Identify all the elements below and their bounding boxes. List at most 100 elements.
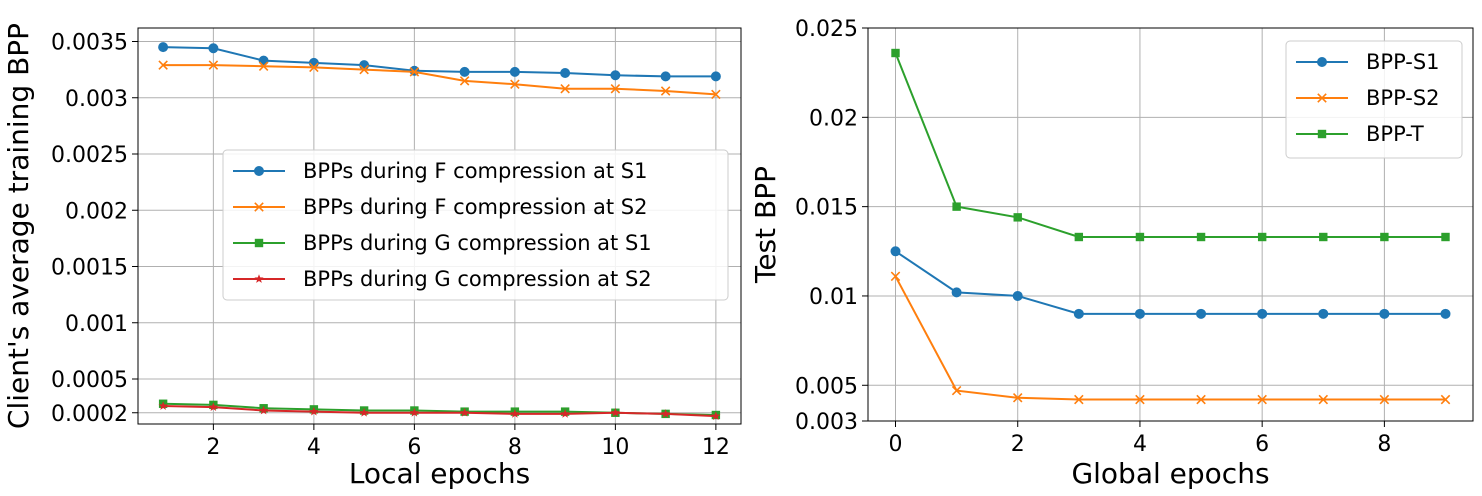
data-point [1441, 232, 1450, 242]
data-point [1013, 213, 1022, 222]
data-point [560, 68, 571, 78]
data-point [610, 70, 621, 81]
x-tick-label: 8 [1377, 432, 1391, 457]
series-line [163, 46, 716, 78]
data-point [1196, 308, 1207, 319]
data-point [1073, 308, 1084, 319]
series-line [163, 405, 716, 418]
x-tick-label: 8 [508, 435, 522, 460]
legend-label: BPP-T [1366, 122, 1424, 146]
x-tick-label: 10 [601, 435, 629, 460]
x-tick-label: 6 [1255, 432, 1269, 457]
data-point [1134, 308, 1145, 319]
y-tick-label: 0.0035 [51, 31, 128, 56]
data-point [1380, 232, 1389, 242]
data-point [459, 76, 470, 86]
y-tick-label: 0.025 [795, 17, 858, 42]
data-point [1196, 394, 1206, 405]
legend-swatch-marker [254, 202, 264, 212]
data-point [459, 66, 470, 77]
data-point [610, 83, 621, 94]
legend-box [1285, 40, 1463, 159]
data-point [359, 60, 370, 71]
data-point [510, 79, 520, 90]
data-point [208, 402, 218, 412]
left-chart: 2 4 6 8 10 12 0.0002 0.0005 0.001 0.0015 0.002 0.00… [2, 23, 742, 490]
legend-label: BPPs during G compression at S2 [303, 267, 652, 291]
data-point [208, 60, 219, 70]
y-axis-label: Client's average training BPP [2, 23, 35, 429]
data-point [560, 83, 570, 94]
legend: BPPs during F compression at S1 BPPs duri… [222, 149, 729, 301]
x-tick-label: 2 [206, 435, 220, 460]
legend: BPP-S1 BPP-S2 BPP-T [1285, 40, 1463, 159]
data-point [610, 407, 620, 417]
y-tick-label: 0.0015 [51, 256, 128, 281]
data-point [890, 246, 901, 257]
y-tick-label: 0.003 [65, 87, 128, 112]
data-point [1379, 308, 1390, 319]
y-tick-label: 0.02 [809, 106, 858, 131]
x-tick-label: 4 [1133, 432, 1147, 457]
data-point [258, 61, 269, 72]
legend-label: BPP-S1 [1366, 50, 1440, 74]
data-point [1318, 308, 1329, 319]
legend-label: BPPs during F compression at S2 [303, 195, 647, 219]
series-line [894, 275, 1446, 401]
data-point [1012, 393, 1023, 403]
data-point [1074, 394, 1084, 405]
data-point [1074, 232, 1084, 242]
data-point [711, 89, 721, 100]
data-point [660, 86, 671, 96]
data-point [951, 287, 962, 298]
data-point [890, 271, 901, 282]
series-line [894, 250, 1446, 315]
right-chart: 0 2 4 6 8 0.003 0.005 0.01 0.015 0.02 0.025 Global … [749, 17, 1474, 490]
legend-swatch-marker [1317, 57, 1327, 67]
data-point [560, 409, 570, 418]
y-tick-label: 0.0005 [51, 368, 128, 393]
x-axis-label: Global epochs [1071, 457, 1269, 490]
y-tick-label: 0.0025 [51, 143, 128, 168]
legend-swatch-marker [254, 238, 264, 248]
data-point [1012, 290, 1023, 301]
data-point [1440, 394, 1451, 405]
data-point [409, 67, 420, 77]
x-axis-label: Local epochs [349, 457, 530, 490]
data-point [711, 411, 721, 421]
plot-frame [867, 27, 1474, 422]
x-tick-label: 4 [307, 435, 321, 460]
data-point [509, 66, 520, 77]
data-point [661, 409, 671, 418]
data-point [1257, 394, 1267, 405]
legend-swatch-marker [254, 274, 264, 283]
y-tick-label: 0.001 [65, 312, 128, 337]
data-point [1319, 232, 1328, 242]
data-point [158, 42, 169, 53]
y-tick-label: 0.005 [795, 374, 858, 399]
y-tick-label: 0.002 [65, 199, 128, 224]
data-point [1257, 308, 1268, 319]
x-tick-label: 6 [407, 435, 421, 460]
legend-swatch-marker [1317, 129, 1327, 139]
data-point [891, 48, 900, 58]
data-point [460, 407, 470, 417]
legend-box [222, 149, 729, 301]
data-point [952, 202, 961, 211]
data-point [1440, 308, 1451, 319]
legend-label: BPP-S2 [1366, 86, 1440, 110]
data-point [359, 407, 369, 417]
data-point [1196, 232, 1206, 242]
legend-label: BPPs during F compression at S1 [303, 159, 647, 183]
x-tick-label: 0 [889, 432, 903, 457]
y-tick-label: 0.0002 [51, 402, 128, 427]
data-point [710, 71, 721, 82]
data-point [951, 385, 962, 396]
y-axis-label: Test BPP [749, 166, 782, 284]
data-point [208, 43, 219, 54]
y-tick-label: 0.01 [809, 285, 858, 310]
data-point [1257, 232, 1267, 242]
data-point [308, 57, 319, 68]
